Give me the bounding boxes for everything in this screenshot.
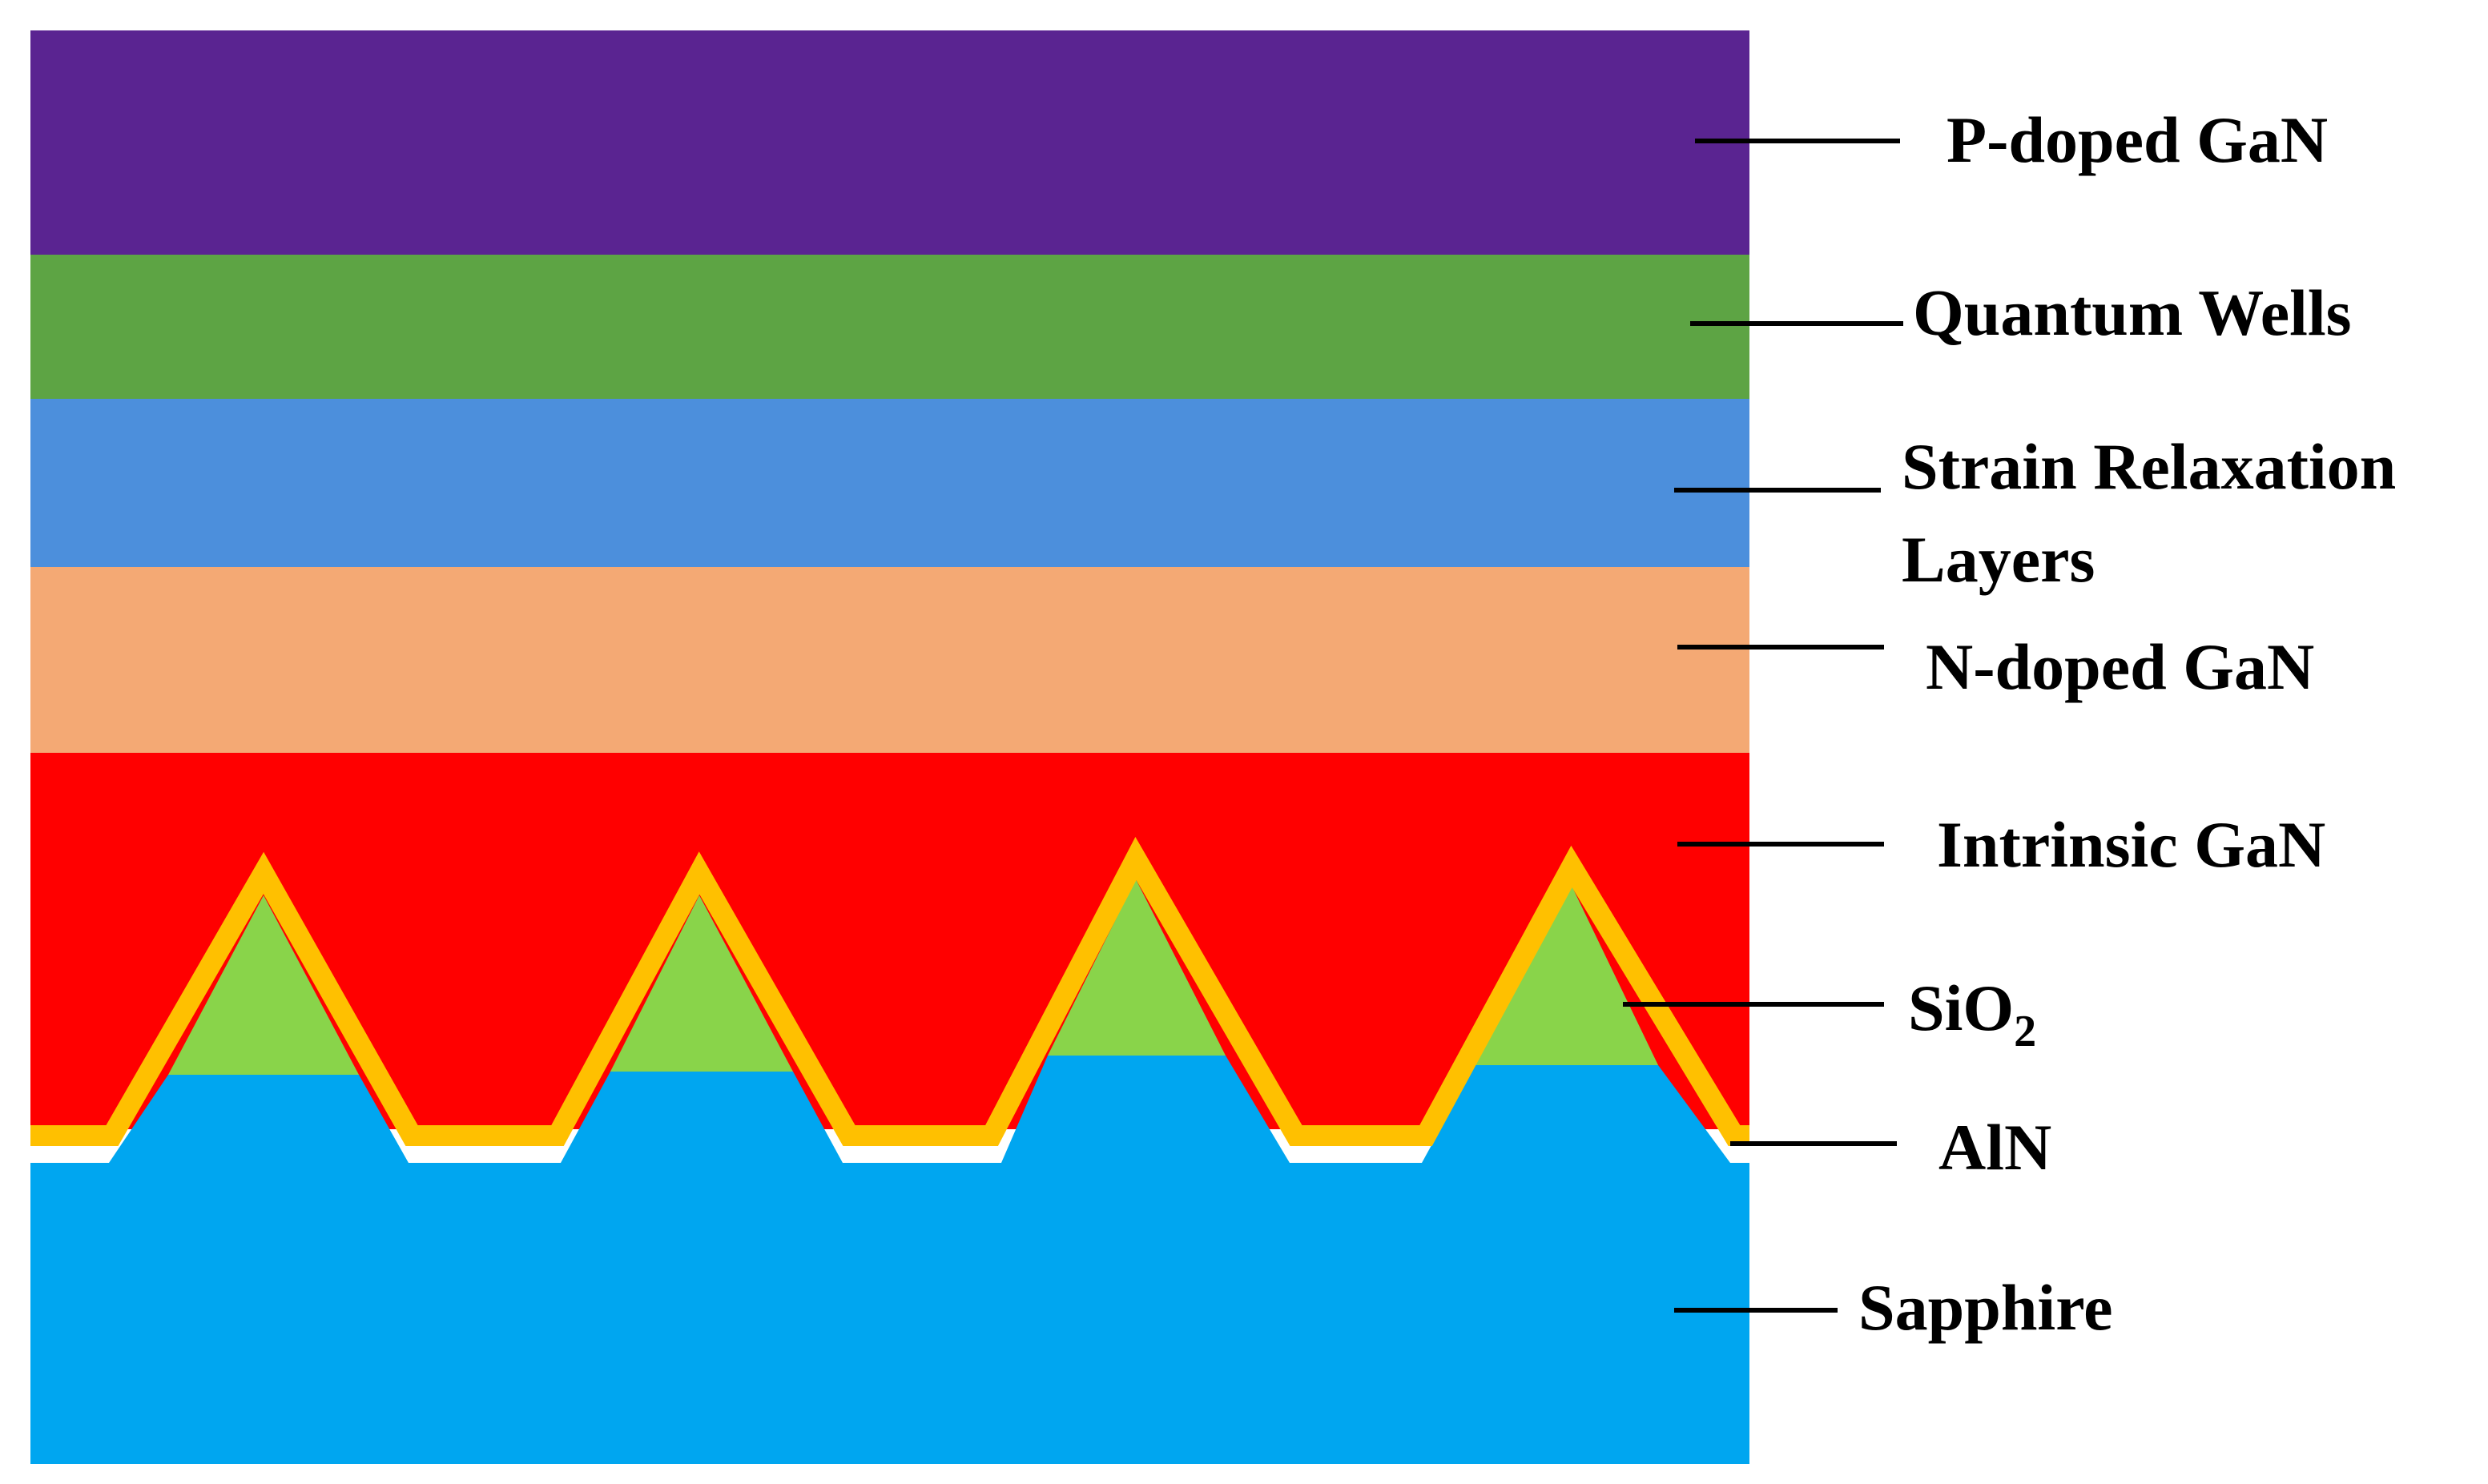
strain-relaxation-label-line2: Layers [1902,523,2095,596]
sio2-pattern-2 [610,895,793,1072]
sio2-label: SiO2 [1908,971,2036,1056]
p-doped-gan-layer [30,30,1749,255]
strain-relaxation-layer [30,399,1749,567]
sio2-label-main: SiO [1908,971,2014,1044]
sio2-pattern-3 [1048,879,1226,1056]
quantum-wells-layer [30,255,1749,399]
intrinsic-gan-label: Intrinsic GaN [1937,808,2325,881]
n-doped-gan-layer [30,567,1749,753]
p-doped-gan-label: P-doped GaN [1947,103,2328,176]
sapphire-label: Sapphire [1858,1271,2113,1344]
aln-label: AlN [1938,1111,2051,1184]
sio2-pattern-1 [168,895,359,1075]
aln-layer [30,836,1749,1146]
strain-relaxation-label-line1: Strain Relaxation [1902,430,2396,503]
sio2-pattern-4 [1475,886,1658,1065]
sapphire-substrate [30,1056,1749,1464]
sio2-label-subscript: 2 [2014,1007,2036,1056]
n-doped-gan-label: N-doped GaN [1926,630,2314,703]
quantum-wells-label: Quantum Wells [1913,276,2352,349]
